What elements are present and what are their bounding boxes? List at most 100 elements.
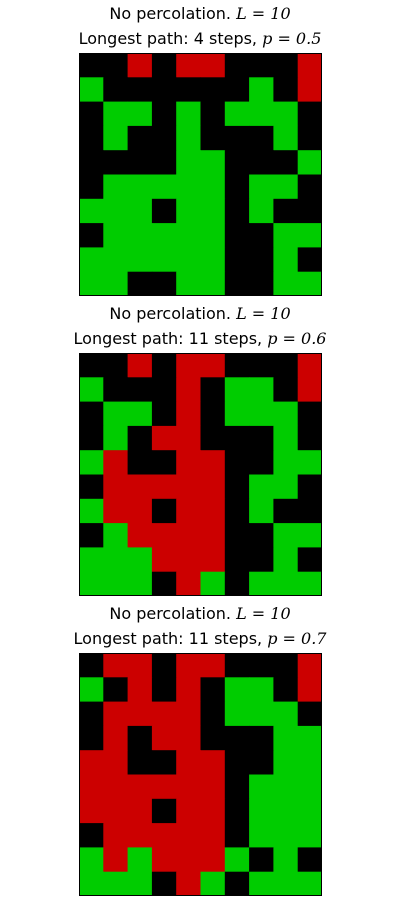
cell-empty [249, 847, 274, 873]
cell-empty [224, 798, 250, 824]
cell-empty [224, 425, 250, 451]
cell-path [176, 571, 201, 596]
cell-open [273, 101, 299, 127]
cell-empty [103, 677, 128, 702]
cell-empty [127, 425, 153, 451]
cell-empty [297, 198, 322, 224]
cell-path [151, 701, 177, 727]
cell-path [127, 353, 153, 378]
cell-empty [273, 353, 299, 378]
cell-path [151, 425, 177, 451]
cell-path [176, 523, 201, 548]
cell-open [273, 750, 299, 775]
chart-title-line1: No percolation. L = 10 [109, 304, 291, 323]
cell-path [200, 653, 226, 678]
cell-path [176, 450, 201, 475]
cell-empty [297, 401, 322, 427]
cell-empty [79, 725, 104, 751]
cell-open [79, 677, 104, 702]
cell-empty [297, 174, 322, 200]
cell-path [176, 377, 201, 402]
cell-empty [79, 523, 104, 548]
cell-empty [273, 677, 299, 702]
cell-empty [249, 271, 274, 296]
cell-path [200, 774, 226, 800]
cell-empty [249, 725, 274, 751]
chart-title-line2: Longest path: 4 steps, p = 0.5 [78, 29, 322, 48]
cell-empty [224, 774, 250, 800]
cell-open [273, 271, 299, 296]
cell-open [103, 523, 128, 548]
cell-open [79, 77, 104, 102]
cell-open [79, 450, 104, 475]
cell-empty [224, 174, 250, 200]
cell-path [297, 677, 322, 702]
cell-empty [151, 498, 177, 524]
cell-path [103, 498, 128, 524]
cell-path [200, 547, 226, 573]
cell-empty [224, 53, 250, 78]
cell-open [127, 547, 153, 573]
cell-open [224, 377, 250, 402]
cell-empty [79, 174, 104, 200]
cell-path [176, 847, 201, 873]
cell-empty [127, 750, 153, 775]
cell-path [200, 498, 226, 524]
lattice-grid [79, 53, 322, 296]
cell-empty [127, 150, 153, 175]
cell-empty [249, 223, 274, 248]
cell-empty [151, 77, 177, 102]
cell-open [79, 271, 104, 296]
cell-open [249, 401, 274, 427]
cell-path [127, 798, 153, 824]
cell-open [103, 425, 128, 451]
cell-path [103, 701, 128, 727]
cell-open [79, 498, 104, 524]
cell-open [200, 571, 226, 596]
cell-open [127, 571, 153, 596]
cell-path [200, 353, 226, 378]
cell-open [151, 247, 177, 273]
cell-open [176, 125, 201, 151]
cell-open [79, 871, 104, 896]
cell-empty [151, 571, 177, 596]
cell-open [273, 725, 299, 751]
cell-open [297, 871, 322, 896]
cell-open [103, 547, 128, 573]
cell-empty [273, 77, 299, 102]
cell-open [176, 174, 201, 200]
cell-empty [297, 425, 322, 451]
cell-empty [151, 198, 177, 224]
cell-open [200, 150, 226, 175]
cell-empty [224, 653, 250, 678]
cell-empty [224, 823, 250, 848]
cell-empty [273, 150, 299, 175]
cell-open [249, 377, 274, 402]
cell-path [103, 847, 128, 873]
cell-path [200, 474, 226, 500]
cell-open [249, 701, 274, 727]
cell-open [224, 701, 250, 727]
cell-empty [249, 450, 274, 475]
cell-path [127, 653, 153, 678]
cell-open [176, 223, 201, 248]
cell-open [103, 401, 128, 427]
cell-empty [297, 701, 322, 727]
cell-path [127, 823, 153, 848]
cell-open [273, 701, 299, 727]
cell-open [249, 474, 274, 500]
cell-open [297, 450, 322, 475]
cell-open [273, 523, 299, 548]
plot-frame [79, 53, 322, 296]
cell-path [79, 750, 104, 775]
cell-empty [151, 750, 177, 775]
cell-open [249, 774, 274, 800]
cell-empty [79, 125, 104, 151]
cell-open [249, 174, 274, 200]
cell-open [297, 150, 322, 175]
cell-path [176, 353, 201, 378]
chart-panel-1: No percolation. L = 10 Longest path: 4 s… [0, 0, 400, 300]
cell-path [103, 653, 128, 678]
cell-empty [127, 77, 153, 102]
cell-empty [79, 53, 104, 78]
